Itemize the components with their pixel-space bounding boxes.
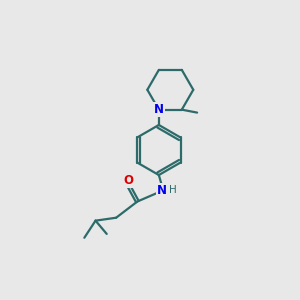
Text: H: H: [169, 185, 176, 195]
Text: N: N: [157, 184, 167, 197]
Text: N: N: [154, 103, 164, 116]
Text: O: O: [123, 174, 133, 188]
